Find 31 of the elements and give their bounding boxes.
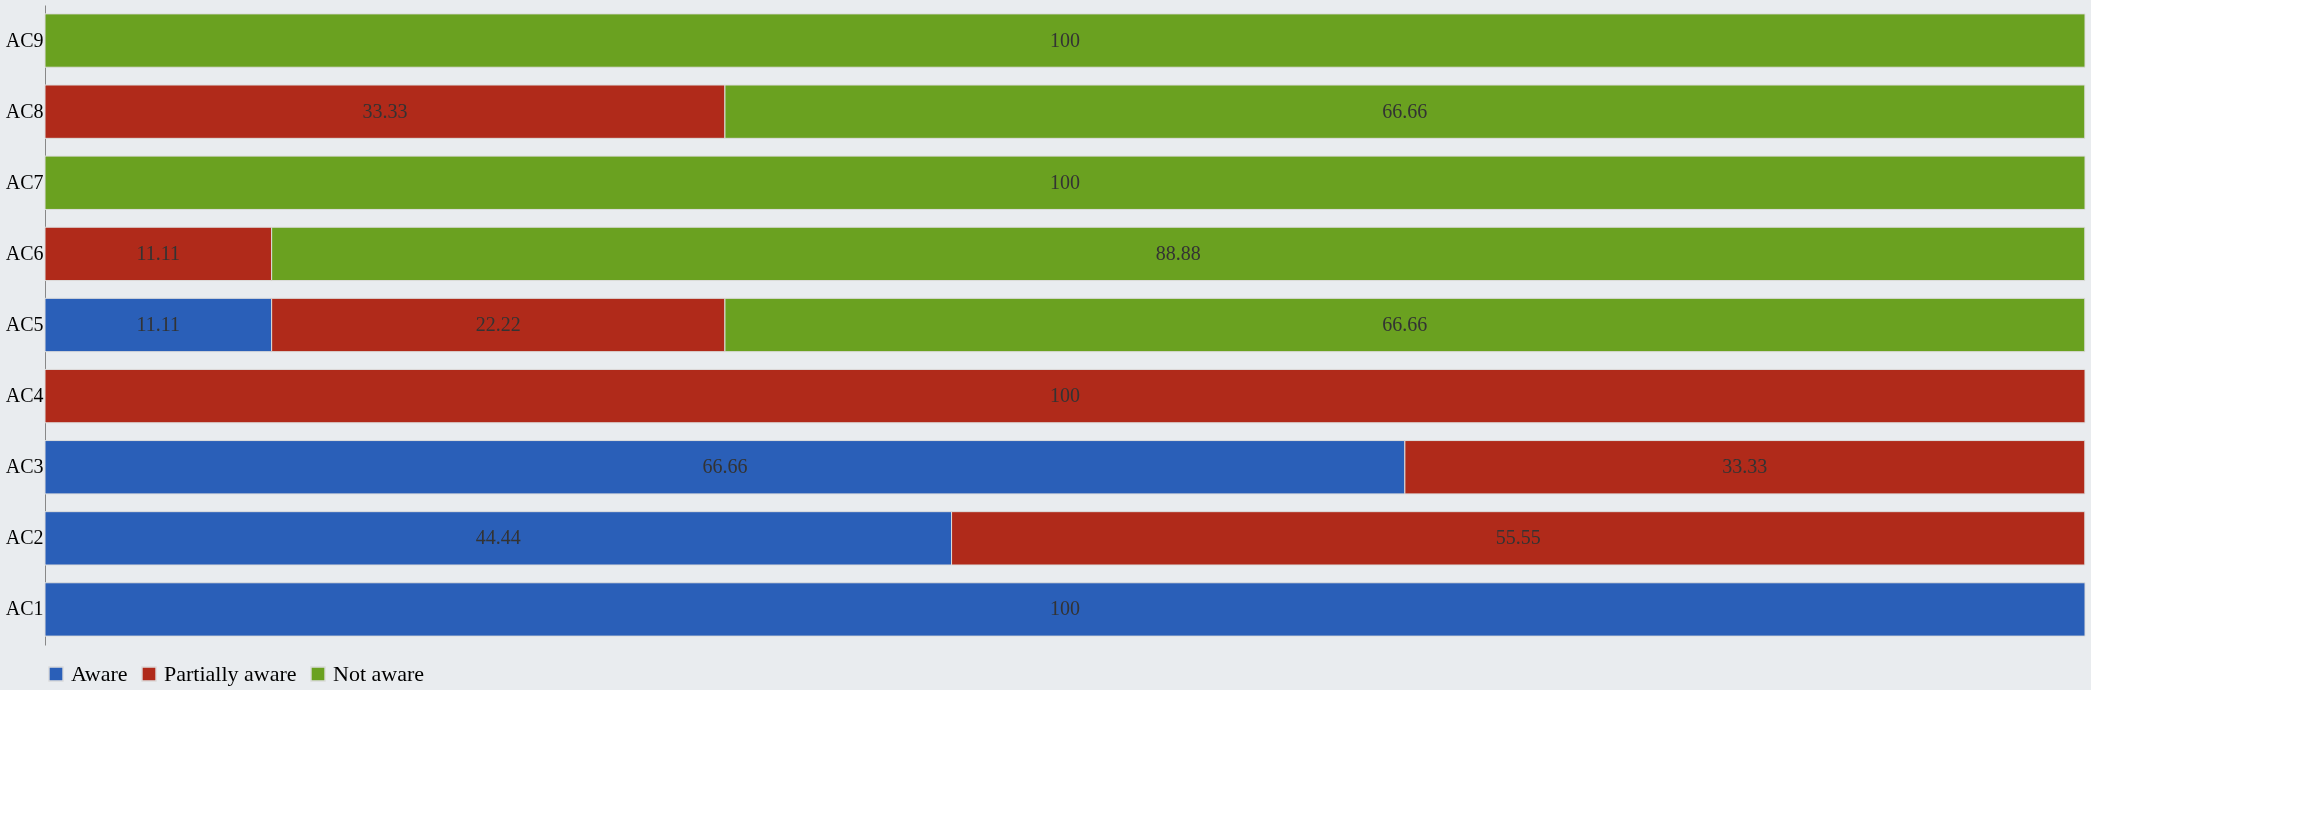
data-label: 88.88 — [1155, 241, 1201, 264]
data-label: 100 — [1050, 170, 1080, 193]
bar — [44, 368, 2086, 424]
y-tick-label: AC4 — [5, 384, 44, 407]
data-label: 11.11 — [136, 313, 181, 335]
data-label: 100 — [1050, 384, 1080, 407]
bar — [44, 155, 2086, 210]
bar — [44, 13, 2086, 68]
data-label: 22.22 — [475, 313, 521, 335]
y-tick-label: AC2 — [5, 526, 44, 549]
y-tick-label: AC7 — [5, 170, 44, 193]
data-label: 33.33 — [1722, 455, 1768, 478]
data-label: 55.55 — [1495, 526, 1541, 549]
y-tick-label: AC9 — [5, 28, 44, 51]
data-label: 33.33 — [362, 99, 408, 122]
data-label: 11.11 — [136, 241, 181, 264]
y-tick-label: AC3 — [5, 455, 44, 478]
y-tick-label: AC5 — [5, 313, 44, 335]
data-label: 100 — [1050, 597, 1080, 620]
bar — [44, 582, 2086, 637]
data-label: 66.66 — [1382, 313, 1428, 335]
data-label: 100 — [1050, 28, 1080, 51]
y-tick-label: AC6 — [5, 241, 44, 264]
legend-label: Aware — [71, 661, 128, 686]
data-label: 44.44 — [475, 526, 521, 549]
data-label: 66.66 — [702, 455, 748, 478]
legend-label: Partially aware — [164, 661, 297, 686]
data-label: 66.66 — [1382, 99, 1428, 122]
y-tick-label: AC8 — [5, 99, 44, 122]
legend-label: Not aware — [333, 661, 425, 686]
y-tick-label: AC1 — [5, 597, 44, 620]
